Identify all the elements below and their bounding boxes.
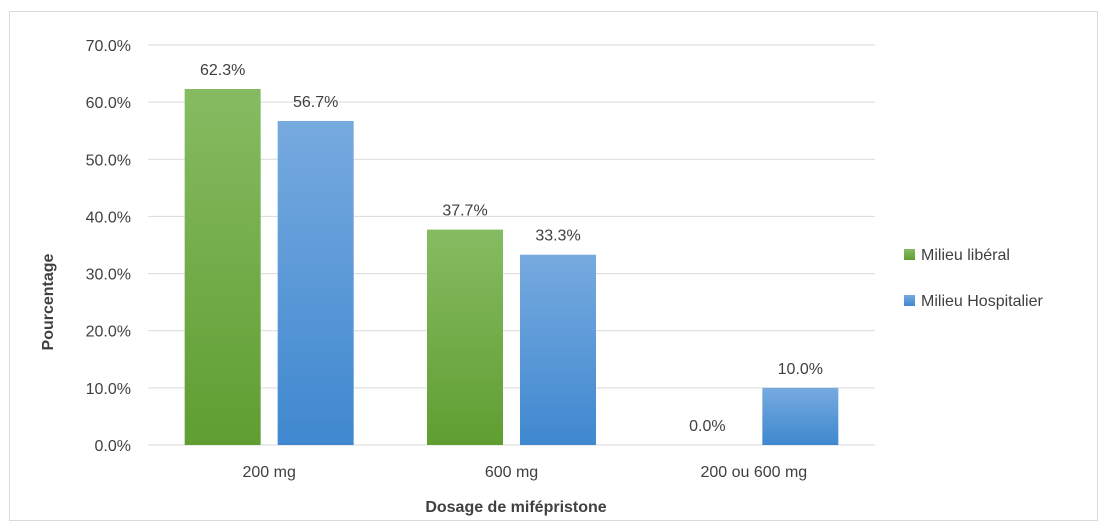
y-tick-label: 50.0% — [86, 152, 131, 169]
data-label: 10.0% — [778, 361, 823, 378]
x-tick-label: 200 ou 600 mg — [700, 464, 807, 481]
data-label: 33.3% — [535, 228, 580, 245]
x-axis-title: Dosage de mifépristone — [425, 499, 606, 516]
x-tick-label: 600 mg — [485, 464, 538, 481]
y-tick-label: 40.0% — [86, 209, 131, 226]
data-label: 0.0% — [689, 418, 725, 435]
y-axis-tick-labels: 0.0% 10.0% 20.0% 30.0% 40.0% 50.0% 60.0% 70.0% — [86, 38, 131, 455]
y-tick-label: 20.0% — [86, 324, 131, 341]
data-label: 37.7% — [442, 203, 487, 220]
legend-label: Milieu Hospitalier — [921, 293, 1043, 310]
x-tick-label: 200 mg — [242, 464, 295, 481]
y-tick-label: 70.0% — [86, 38, 131, 55]
bar — [427, 229, 503, 445]
legend-swatch — [904, 249, 915, 260]
legend-label: Milieu libéral — [921, 247, 1010, 264]
y-axis-title: Pourcentage — [40, 253, 57, 350]
gridlines — [148, 44, 875, 446]
chart-frame — [9, 11, 1098, 521]
y-tick-label: 0.0% — [95, 438, 131, 455]
bar — [277, 121, 354, 445]
legend: Milieu libéral Milieu Hospitalier — [904, 247, 1043, 310]
data-label: 62.3% — [200, 62, 245, 79]
bar — [520, 254, 596, 445]
data-label: 56.7% — [293, 94, 338, 111]
bar — [184, 89, 261, 445]
bars — [184, 89, 839, 445]
y-tick-label: 60.0% — [86, 95, 131, 112]
legend-swatch — [904, 295, 915, 306]
y-tick-label: 10.0% — [86, 381, 131, 398]
data-labels: 62.3% 56.7% 37.7% 33.3% 0.0% 10.0% — [200, 62, 823, 435]
x-axis-tick-labels: 200 mg 600 mg 200 ou 600 mg — [242, 464, 807, 481]
y-tick-label: 30.0% — [86, 267, 131, 284]
bar — [762, 387, 839, 445]
